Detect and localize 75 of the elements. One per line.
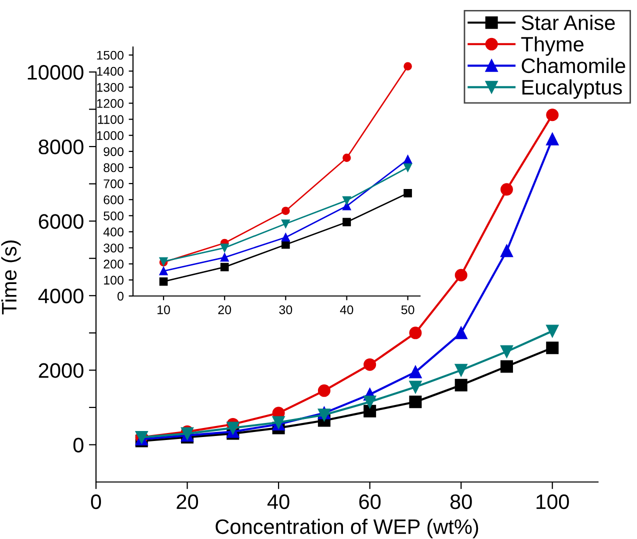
point: [220, 244, 229, 252]
y-tick-label: 100: [104, 276, 124, 285]
y-axis-title: Time (s): [1, 240, 21, 314]
y-tick-label: 200: [104, 260, 124, 269]
y-tick-label: 900: [104, 147, 124, 156]
point: [364, 396, 376, 408]
point: [546, 132, 559, 146]
y-tick-label: 400: [103, 228, 124, 236]
y-tick-label: 8000: [38, 140, 84, 154]
point: [454, 268, 468, 282]
x-tick-label: 50: [401, 305, 414, 314]
legend-label: Thyme: [521, 36, 584, 56]
point: [500, 244, 513, 258]
x-tick-label: 20: [176, 494, 198, 510]
point: [342, 154, 351, 162]
x-tick-label: 100: [536, 494, 569, 510]
x-tick-label: 80: [450, 494, 472, 510]
point: [220, 262, 229, 272]
point: [318, 384, 330, 397]
point: [342, 196, 351, 205]
y-tick-label: 4000: [38, 288, 84, 304]
y-tick-label: 1200: [97, 99, 124, 108]
point: [220, 253, 229, 262]
point: [342, 218, 351, 226]
y-tick-label: 1500: [97, 50, 124, 60]
point: [226, 422, 240, 434]
x-tick-label: 30: [279, 305, 292, 314]
y-tick-label: 1100: [98, 115, 124, 124]
y-tick-label: 1300: [97, 82, 124, 92]
y-tick-label: 500: [104, 211, 124, 220]
point: [454, 378, 468, 392]
point: [546, 108, 559, 122]
point: [364, 404, 376, 418]
point: [409, 366, 422, 378]
x-axis-title: Concentration of WEP (wt%): [216, 518, 478, 538]
point: [546, 342, 559, 354]
point: [281, 233, 290, 242]
x-tick-label: 40: [340, 305, 354, 314]
y-tick-label: 6000: [38, 214, 84, 229]
point: [404, 163, 412, 172]
point: [500, 183, 513, 196]
point: [281, 220, 290, 228]
point: [159, 277, 168, 286]
y-tick-label: 10000: [28, 65, 84, 80]
legend-label: Star Anise: [522, 14, 615, 30]
y-tick-label: 1400: [97, 66, 124, 76]
point: [409, 396, 422, 408]
point: [404, 155, 412, 164]
y-tick-label: 700: [104, 179, 124, 188]
point: [404, 62, 412, 70]
point: [364, 358, 376, 371]
point: [409, 380, 422, 394]
point: [409, 326, 422, 340]
point: [281, 240, 290, 249]
y-tick-label: 0: [73, 438, 84, 452]
point: [281, 206, 290, 216]
x-tick-label: 20: [218, 305, 232, 314]
x-tick-label: 40: [267, 494, 290, 510]
point: [500, 345, 513, 358]
x-tick-label: 60: [359, 494, 381, 510]
y-tick-label: 2000: [38, 363, 84, 378]
y-tick-label: 0: [118, 292, 124, 301]
legend-label: Chamomile: [522, 58, 626, 74]
legend-label: Eucalyptus: [522, 79, 622, 99]
point: [404, 189, 412, 198]
y-tick-label: 1000: [97, 131, 124, 140]
y-tick-label: 300: [104, 244, 124, 252]
point: [159, 266, 168, 276]
x-tick-label: 10: [158, 305, 170, 314]
point: [454, 326, 468, 340]
point: [500, 360, 513, 373]
y-tick-label: 800: [104, 163, 124, 172]
y-tick-label: 600: [104, 195, 124, 204]
point: [454, 364, 468, 376]
point: [546, 324, 559, 338]
